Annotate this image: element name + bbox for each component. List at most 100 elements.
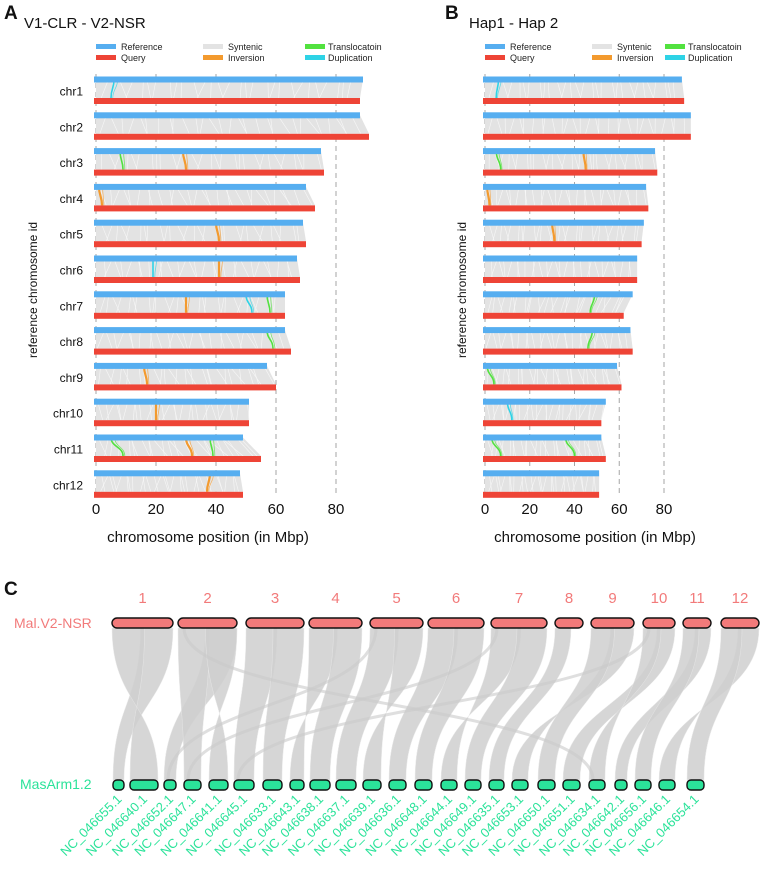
panel-a-chr1-syntenic-streak xyxy=(152,79,157,99)
panel-a-chr3-syntenic-streak xyxy=(176,151,183,170)
panel-a-chr7-syntenic-streak xyxy=(271,294,275,313)
panel-b-chr7-syntenic-streak xyxy=(550,294,554,313)
panel-b-chr2-syntenic-streak xyxy=(563,115,570,134)
panel-b-chr9-syntenic-streak xyxy=(553,365,561,385)
panel-a-chr8-syntenic-streak xyxy=(224,329,235,349)
panel-a-chr3-syntenic-streak xyxy=(242,151,245,170)
panel-b-x-tick-20: 20 xyxy=(521,501,538,518)
panel-c-synteny-ribbon xyxy=(537,627,615,781)
panel-a-chr1-syntenic-streak xyxy=(319,79,329,99)
legend-a-translocation-label: Translocatoin xyxy=(328,42,382,52)
panel-b-chr5-syntenic-streak xyxy=(503,222,510,242)
panel-a-chr12-syntenic-streak xyxy=(224,473,228,492)
panel-a-chr9-syntenic-streak xyxy=(138,365,142,385)
panel-a-chr7-syntenic-streak xyxy=(154,294,157,313)
panel-a-chr2-syntenic-streak xyxy=(144,115,148,134)
panel-b-chr8-syntenic-streak xyxy=(604,330,608,349)
panel-b-chr10-syntenic-streak xyxy=(562,401,564,421)
panel-b-chr6-syntenic-streak xyxy=(580,258,582,278)
panel-c-translocation-arc xyxy=(236,627,651,781)
panel-a-chr11-syntenic-streak xyxy=(221,437,234,457)
panel-b-chr9-syntenic-streak xyxy=(582,365,585,385)
panel-a-chr7-syntenic-band xyxy=(96,294,285,313)
panel-b-chr8-syntenic-streak xyxy=(539,330,546,349)
legend-b-query-label: Query xyxy=(510,53,535,63)
panel-a-chr11-syntenic-streak xyxy=(236,437,254,457)
panel-b-chr8-syntenic-streak xyxy=(485,330,492,349)
panel-b-chr12-syntenic-streak xyxy=(530,473,534,492)
panel-b-chr2-syntenic-streak xyxy=(585,115,591,134)
panel-a-chr9-syntenic-streak xyxy=(247,365,262,385)
panel-a-chr3-query-bar xyxy=(94,169,324,176)
panel-a-chr6-syntenic-streak xyxy=(233,258,238,278)
panel-b-chr8-syntenic-streak xyxy=(593,330,600,349)
panel-a-chr11-syntenic-streak xyxy=(148,437,153,457)
panel-a-chr3-syntenic-streak xyxy=(316,151,322,170)
panel-b-chr7-syntenic-streak xyxy=(508,294,513,313)
panel-c-top-chromosome-3 xyxy=(245,617,305,629)
panel-a-chr4-syntenic-streak xyxy=(253,186,269,206)
panel-b-chr4-syntenic-streak xyxy=(613,186,616,206)
panel-b-chr8-syntenic-streak xyxy=(511,330,514,349)
legend-a-inversion-label: Inversion xyxy=(228,53,265,63)
panel-b-chr11-syntenic-streak xyxy=(553,437,556,457)
panel-b-chr12-syntenic-streak xyxy=(592,473,595,492)
panel-b-chr6-syntenic-streak xyxy=(546,258,554,278)
panel-a-chr5-syntenic-streak xyxy=(116,222,119,242)
panel-b-chr10-syntenic-streak xyxy=(513,401,516,421)
panel-a-chr6-syntenic-streak xyxy=(179,258,187,278)
panel-b-chr5-syntenic-streak xyxy=(621,222,628,242)
panel-a-chr7-syntenic-streak xyxy=(249,294,259,313)
panel-c-top-chromosome-label: 7 xyxy=(515,590,523,607)
panel-a-chr1-syntenic-streak xyxy=(308,79,311,99)
panel-b-chr10-syntenic-streak xyxy=(575,401,577,421)
panel-b-chr6-syntenic-streak xyxy=(601,258,603,278)
panel-c-bottom-genome-label: MasArm1.2 xyxy=(20,776,92,792)
panel-a-chr7-syntenic-streak xyxy=(134,294,138,313)
panel-a-chr5-label: chr5 xyxy=(60,228,84,242)
panel-a-chr4-syntenic-streak xyxy=(170,186,175,206)
panel-a-chr12-syntenic-streak xyxy=(180,473,185,492)
panel-b-chr7-syntenic-streak xyxy=(615,294,626,313)
panel-a-chr6-syntenic-streak xyxy=(187,258,197,278)
panel-a-chr9-reference-bar xyxy=(94,362,267,369)
panel-c-synteny-ribbon xyxy=(111,627,159,781)
panel-b-chr6-query-bar xyxy=(483,277,638,283)
panel-c-top-chromosome-label: 5 xyxy=(392,590,400,607)
panel-a-chr12-syntenic-streak xyxy=(197,473,206,492)
panel-a-chr11-syntenic-streak xyxy=(225,437,240,457)
panel-a-chr1-syntenic-streak xyxy=(342,79,344,99)
panel-b-chr9-syntenic-streak xyxy=(539,365,549,385)
panel-b-chr4-syntenic-streak xyxy=(605,186,614,206)
panel-a-chr12-label: chr12 xyxy=(53,478,83,492)
panel-a-title: V1-CLR - V2-NSR xyxy=(24,15,146,32)
panel-c-translocation-arc xyxy=(186,627,499,781)
panel-a-chr9-syntenic-streak xyxy=(206,365,212,385)
legend-a-reference-label: Reference xyxy=(121,42,163,52)
panel-b-chr7-syntenic-streak xyxy=(499,294,506,313)
panel-c-bottom-chromosome xyxy=(388,779,407,791)
panel-a-chr1-syntenic-streak xyxy=(173,79,178,99)
panel-a-chr11-syntenic-streak xyxy=(202,437,214,457)
panel-b-chr8-syntenic-streak xyxy=(616,330,623,349)
panel-b-chr5-syntenic-streak xyxy=(533,222,536,242)
panel-a-chr9-syntenic-streak xyxy=(152,365,162,385)
legend-a-translocation-swatch xyxy=(305,44,325,49)
panel-a-plot: chr1 chr2 chr3 chr4 chr5 chr6 chr7 chr8 chr9 chr1… xyxy=(53,74,369,518)
panel-b-chr5-syntenic-streak xyxy=(606,222,615,242)
panel-b-chr3-syntenic-streak xyxy=(545,151,551,170)
panel-a-chr1-syntenic-streak xyxy=(100,79,109,99)
panel-c-bottom-chromosome xyxy=(289,779,305,791)
panel-c-synteny-ribbon xyxy=(588,627,662,781)
panel-c-top-chromosome-label: 12 xyxy=(732,590,749,607)
panel-a-chr11-syntenic-streak xyxy=(193,437,211,457)
panel-b-chr3-syntenic-streak xyxy=(624,151,629,170)
panel-c-bottom-chromosome xyxy=(183,779,202,791)
panel-a-chr8-reference-bar xyxy=(94,327,285,334)
panel-b-chr12-syntenic-streak xyxy=(571,473,575,492)
panel-a-chr8-syntenic-streak xyxy=(199,330,204,349)
panel-a-chr2-syntenic-streak xyxy=(277,115,291,134)
panel-a-chr8-syntenic-streak xyxy=(149,330,152,349)
panel-b-chr2-syntenic-streak xyxy=(487,115,494,134)
panel-b-chr6-syntenic-streak xyxy=(537,258,543,278)
